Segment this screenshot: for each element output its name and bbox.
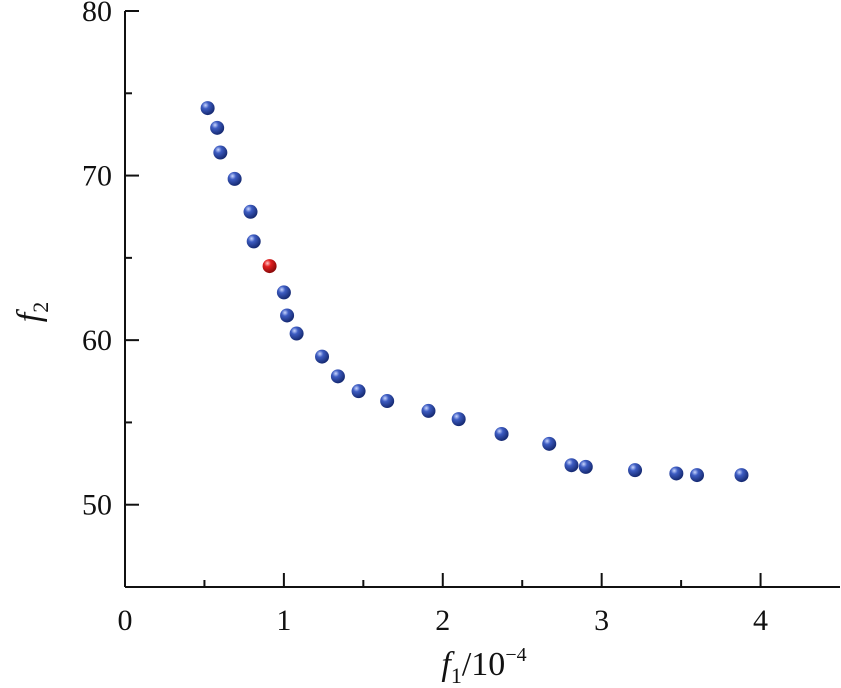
y-tick-label: 60 bbox=[82, 324, 112, 357]
x-tick-label: 0 bbox=[118, 604, 133, 637]
data-point bbox=[690, 468, 704, 483]
data-point bbox=[210, 120, 225, 135]
data-point bbox=[315, 349, 330, 364]
data-point bbox=[243, 204, 258, 219]
x-axis-label: f1/10−4 bbox=[441, 644, 526, 688]
highlighted-data-point bbox=[262, 259, 277, 274]
x-tick-label: 2 bbox=[435, 604, 450, 637]
data-point bbox=[734, 468, 749, 483]
x-axis-label-sub: 1 bbox=[451, 663, 462, 688]
data-point bbox=[628, 463, 643, 478]
y-axis-label: f2 bbox=[11, 302, 53, 322]
y-tick-label: 70 bbox=[82, 160, 112, 193]
data-point bbox=[200, 101, 215, 116]
x-tick-label: 1 bbox=[276, 604, 291, 637]
y-ticks: 50 60 70 80 bbox=[82, 0, 139, 522]
data-point bbox=[564, 458, 579, 473]
x-axis-label-sup: −4 bbox=[505, 644, 526, 666]
data-point bbox=[451, 412, 466, 427]
y-axis-label-sub: 2 bbox=[28, 302, 53, 313]
data-point bbox=[246, 234, 261, 249]
data-point bbox=[351, 384, 366, 399]
data-point bbox=[227, 171, 242, 186]
y-tick-label: 80 bbox=[82, 0, 112, 28]
data-point bbox=[669, 466, 684, 481]
axes bbox=[124, 11, 840, 588]
y-tick-label: 50 bbox=[82, 489, 112, 522]
data-points bbox=[200, 101, 749, 483]
x-tick-label: 4 bbox=[753, 604, 768, 637]
x-ticks: 0 1 2 3 4 bbox=[118, 573, 768, 637]
data-point bbox=[494, 426, 509, 441]
data-point bbox=[578, 459, 593, 474]
data-point bbox=[542, 436, 557, 451]
data-point bbox=[276, 285, 291, 300]
x-tick-label: 3 bbox=[594, 604, 609, 637]
data-point bbox=[330, 369, 345, 384]
data-point bbox=[213, 145, 228, 160]
x-axis-label-mid: /10 bbox=[462, 646, 505, 683]
data-point bbox=[280, 308, 295, 323]
data-point bbox=[289, 326, 304, 341]
data-point bbox=[380, 394, 395, 409]
data-point bbox=[421, 403, 436, 418]
